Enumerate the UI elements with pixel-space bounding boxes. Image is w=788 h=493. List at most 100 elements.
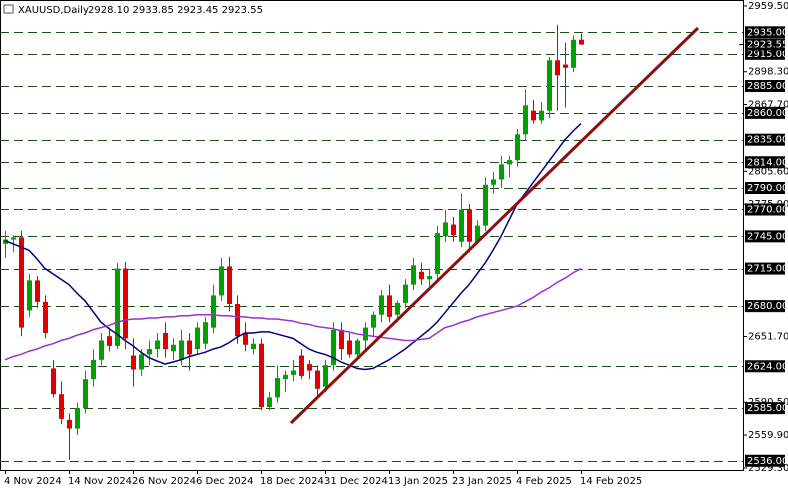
level-box	[745, 402, 785, 415]
level-box	[745, 262, 785, 275]
candle-body	[547, 60, 552, 111]
candle-body	[403, 284, 408, 303]
candle-body	[131, 355, 136, 370]
price-axis: 2959.502898.302867.702805.602775.002651.…	[739, 0, 788, 493]
candle-body	[219, 266, 224, 296]
candle-body	[35, 280, 40, 302]
candle-body	[115, 268, 120, 346]
x-tick-label: 13 Jan 2025	[388, 476, 448, 487]
candle-body	[555, 60, 560, 76]
last-price-label: 2923.55	[747, 40, 788, 51]
x-tick-label: 26 Nov 2024	[132, 476, 196, 487]
candle-body	[483, 184, 488, 226]
level-box	[745, 133, 785, 146]
level-label: 2790.00	[747, 183, 788, 194]
candle-body	[275, 378, 280, 398]
candle-body	[243, 332, 248, 345]
candle-body	[427, 276, 432, 280]
candle-body	[395, 302, 400, 315]
symbol-icon	[3, 4, 14, 14]
level-box	[745, 182, 785, 195]
level-box	[745, 203, 785, 216]
candle-body	[83, 379, 88, 409]
marks	[3, 24, 584, 460]
level-box	[745, 454, 785, 467]
ohlc-label: 2928.10 2933.85 2923.45 2923.55	[88, 5, 263, 16]
candle-body	[43, 301, 48, 333]
level-label: 2814.00	[747, 157, 788, 168]
level-box	[745, 156, 785, 169]
x-tick-label: 31 Dec 2024	[324, 476, 388, 487]
level-label: 2536.00	[747, 456, 788, 467]
y-tick-label: 2867.70	[748, 100, 788, 111]
level-box	[745, 106, 785, 119]
candle-body	[99, 340, 104, 360]
candle-body	[515, 134, 520, 161]
candle-body	[203, 322, 208, 344]
x-tick-label: 23 Jan 2025	[452, 476, 512, 487]
ma-line	[4, 267, 582, 361]
level-label: 2860.00	[747, 108, 788, 119]
y-tick-label: 2529.30	[748, 463, 788, 474]
candle-body	[339, 329, 344, 350]
candle-body	[379, 295, 384, 315]
candle-body	[315, 370, 320, 389]
x-tick-label: 14 Nov 2024	[68, 476, 132, 487]
ma-line	[4, 123, 582, 371]
candle-body	[67, 419, 72, 429]
level-label: 2715.00	[747, 264, 788, 275]
candle-body	[451, 224, 456, 236]
candle-body	[123, 268, 128, 339]
candle-body	[195, 327, 200, 350]
candle-body	[291, 370, 296, 375]
candle-body	[267, 397, 272, 408]
candle-body	[179, 340, 184, 360]
level-box	[745, 360, 785, 373]
y-tick-label: 2898.30	[748, 67, 788, 78]
candle-body	[91, 359, 96, 380]
candle-body	[371, 314, 376, 328]
y-tick-label: 2559.90	[748, 430, 788, 441]
candle-body	[259, 343, 264, 408]
candle-body	[163, 332, 168, 350]
level-label: 2624.00	[747, 361, 788, 372]
level-box	[745, 47, 785, 60]
candle-body	[155, 340, 160, 350]
plot-frame	[0, 0, 744, 471]
level-label: 2915.00	[747, 49, 788, 60]
x-tick-label: 6 Dec 2024	[196, 476, 254, 487]
candle-body	[459, 209, 464, 242]
candle-body	[491, 179, 496, 185]
chart-title: XAUUSD,Daily	[18, 5, 89, 16]
level-label: 2935.00	[747, 27, 788, 38]
candle-body	[363, 327, 368, 341]
candle-body	[27, 280, 32, 311]
candle-body	[539, 110, 544, 121]
candle-body	[435, 233, 440, 274]
candle-body	[507, 160, 512, 165]
y-tick-label: 2959.50	[748, 1, 788, 12]
candle-body	[443, 222, 448, 237]
x-tick-label: 4 Feb 2025	[516, 476, 572, 487]
level-label: 2745.00	[747, 231, 788, 242]
candle-body	[251, 343, 256, 350]
candle-body	[531, 110, 536, 121]
x-tick-label: 18 Dec 2024	[260, 476, 324, 487]
candle-body	[51, 368, 56, 395]
candle-body	[211, 295, 216, 328]
level-label: 2885.00	[747, 81, 788, 92]
level-box	[745, 300, 785, 313]
candle-body	[571, 39, 576, 68]
candle-body	[419, 271, 424, 280]
x-tick-label: 4 Nov 2024	[4, 476, 62, 487]
candle-body	[387, 295, 392, 317]
level-label: 2770.00	[747, 204, 788, 215]
candle-body	[139, 354, 144, 370]
candle-body	[323, 365, 328, 387]
x-tick-label: 14 Feb 2025	[580, 476, 642, 487]
candle-body	[579, 39, 584, 45]
candle-body	[411, 265, 416, 285]
candle-body	[499, 164, 504, 180]
